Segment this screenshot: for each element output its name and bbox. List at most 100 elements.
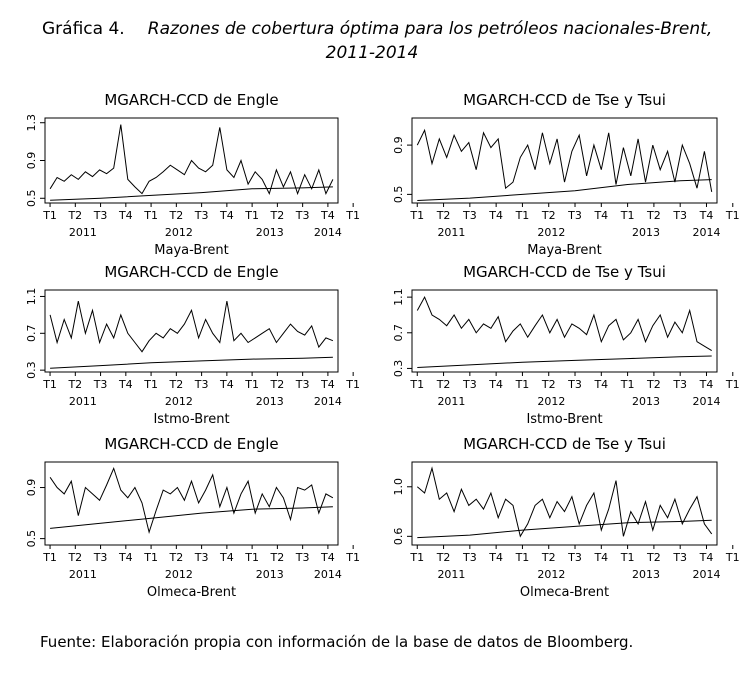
x-tick-label: T2 <box>541 551 556 564</box>
x-tick-label: T3 <box>672 209 687 222</box>
x-group-label: 2011 <box>437 226 465 239</box>
y-tick-label: 0.9 <box>392 136 405 154</box>
x-axis-label: Olmeca-Brent <box>520 585 609 600</box>
x-tick-label: T4 <box>118 378 133 391</box>
panel-title: MGARCH-CCD de Tse y Tsui <box>463 91 666 109</box>
x-group-label: 2014 <box>314 395 342 408</box>
x-tick-label: T4 <box>320 209 335 222</box>
y-tick-label: 1.1 <box>392 288 405 306</box>
x-axis-label: Maya-Brent <box>527 243 601 258</box>
x-tick-label: T4 <box>219 378 234 391</box>
x-tick-label: T2 <box>270 551 285 564</box>
x-group-label: 2013 <box>256 226 284 239</box>
x-tick-label: T1 <box>409 551 424 564</box>
x-group-label: 2013 <box>256 395 284 408</box>
x-tick-label: T4 <box>593 551 608 564</box>
x-group-label: 2014 <box>692 395 720 408</box>
series-line <box>49 124 334 196</box>
x-tick-label: T1 <box>244 209 259 222</box>
plot-frame <box>411 461 718 546</box>
plot-frame <box>44 461 339 546</box>
x-group-label: 2014 <box>314 226 342 239</box>
x-tick-label: T3 <box>567 551 582 564</box>
x-tick-label: T4 <box>219 551 234 564</box>
x-tick-label: T3 <box>462 551 477 564</box>
x-group-label: 2014 <box>314 568 342 581</box>
panel-title: MGARCH-CCD de Tse y Tsui <box>463 435 666 453</box>
y-tick-label: 0.5 <box>392 186 405 204</box>
x-tick-label: T4 <box>488 378 503 391</box>
x-tick-label: T2 <box>646 378 661 391</box>
x-tick-label: T3 <box>93 209 108 222</box>
x-tick-label: T2 <box>541 209 556 222</box>
series-line <box>49 300 334 353</box>
x-tick-label: T1 <box>515 378 530 391</box>
x-tick-label: T2 <box>646 209 661 222</box>
x-group-label: 2011 <box>69 568 97 581</box>
x-group-label: 2012 <box>165 226 193 239</box>
y-tick-label: 1.1 <box>25 288 38 306</box>
panel-title: MGARCH-CCD de Engle <box>104 263 278 281</box>
y-tick-label: 1.3 <box>25 114 38 132</box>
x-tick-label: T3 <box>295 551 310 564</box>
x-tick-label: T4 <box>699 209 714 222</box>
x-group-label: 2013 <box>632 568 660 581</box>
y-tick-label: 0.5 <box>25 530 38 548</box>
x-tick-label: T4 <box>593 209 608 222</box>
x-tick-label: T4 <box>320 378 335 391</box>
x-tick-label: T1 <box>143 551 158 564</box>
panel-title: MGARCH-CCD de Engle <box>104 435 278 453</box>
panel-title: MGARCH-CCD de Tse y Tsui <box>463 263 666 281</box>
x-tick-label: T4 <box>320 551 335 564</box>
x-tick-label: T3 <box>672 378 687 391</box>
series-line <box>50 186 333 201</box>
y-tick-label: 0.6 <box>392 528 405 546</box>
x-tick-label: T3 <box>672 551 687 564</box>
x-group-label: 2011 <box>437 395 465 408</box>
panel-title: MGARCH-CCD de Engle <box>104 91 278 109</box>
x-tick-label: T1 <box>620 551 635 564</box>
x-tick-label: T2 <box>270 209 285 222</box>
series-line <box>416 466 713 538</box>
x-tick-label: T2 <box>168 378 183 391</box>
x-tick-label: T3 <box>194 378 209 391</box>
x-tick-label: T1 <box>725 209 740 222</box>
series-line <box>50 506 333 529</box>
y-tick-label: 0.7 <box>25 325 38 343</box>
plot-frame <box>44 289 339 373</box>
series-line <box>416 295 712 352</box>
x-tick-label: T2 <box>541 378 556 391</box>
x-axis-label: Olmeca-Brent <box>147 585 236 600</box>
x-group-label: 2013 <box>632 226 660 239</box>
series-line <box>50 356 333 369</box>
x-axis-label: Istmo-Brent <box>153 412 229 427</box>
x-group-label: 2012 <box>165 568 193 581</box>
x-tick-label: T1 <box>345 378 360 391</box>
y-tick-label: 0.5 <box>25 190 38 208</box>
series-line <box>49 466 334 535</box>
x-tick-label: T3 <box>295 209 310 222</box>
x-tick-label: T4 <box>118 551 133 564</box>
x-tick-label: T1 <box>42 551 57 564</box>
x-tick-label: T2 <box>67 378 82 391</box>
x-tick-label: T2 <box>67 551 82 564</box>
x-tick-label: T3 <box>462 378 477 391</box>
x-tick-label: T4 <box>593 378 608 391</box>
x-tick-label: T1 <box>244 378 259 391</box>
x-tick-label: T3 <box>93 551 108 564</box>
x-tick-label: T4 <box>488 551 503 564</box>
x-tick-label: T1 <box>725 378 740 391</box>
x-tick-label: T2 <box>436 378 451 391</box>
x-tick-label: T1 <box>345 209 360 222</box>
x-tick-label: T2 <box>436 209 451 222</box>
x-tick-label: T3 <box>93 378 108 391</box>
x-tick-label: T3 <box>194 209 209 222</box>
plot-frame <box>411 117 718 204</box>
x-tick-label: T1 <box>409 209 424 222</box>
y-tick-label: 0.3 <box>392 360 405 378</box>
x-tick-label: T2 <box>436 551 451 564</box>
x-tick-label: T1 <box>143 209 158 222</box>
x-tick-label: T1 <box>620 209 635 222</box>
